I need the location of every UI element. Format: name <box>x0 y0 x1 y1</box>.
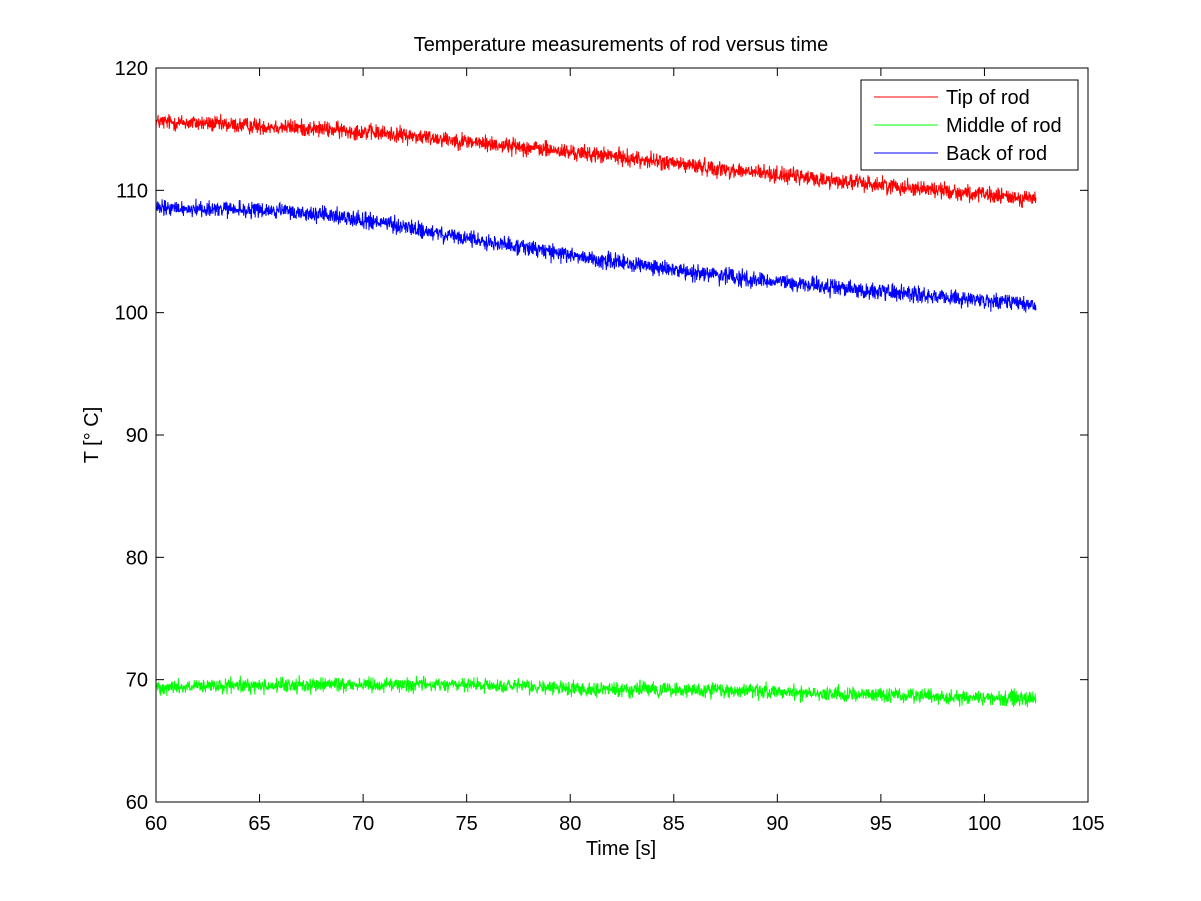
x-tick-label: 90 <box>766 813 788 835</box>
y-tick-label: 70 <box>126 670 148 692</box>
y-tick-label: 120 <box>115 58 148 80</box>
x-tick-label: 100 <box>968 813 1001 835</box>
x-tick-label: 80 <box>559 813 581 835</box>
series-line-tip-of-rod <box>155 113 1037 209</box>
y-tick-label: 80 <box>126 547 148 569</box>
x-tick-label: 65 <box>248 813 270 835</box>
x-axis-label: Time [s] <box>586 838 656 860</box>
y-tick-label: 100 <box>115 303 148 325</box>
y-tick-label: 90 <box>126 425 148 447</box>
y-tick-label: 110 <box>116 180 148 202</box>
x-tick-label: 70 <box>352 813 374 835</box>
chart-title: Temperature measurements of rod versus t… <box>414 34 829 56</box>
x-tick-label: 75 <box>456 813 478 835</box>
y-tick-label: 60 <box>126 792 148 814</box>
x-axis-ticks: 60 65 70 75 80 85 90 95 100 105 <box>145 68 1105 835</box>
series-layer <box>155 113 1037 708</box>
x-tick-label: 105 <box>1071 813 1104 835</box>
legend-label-tip: Tip of rod <box>946 87 1030 109</box>
y-axis-label: T [° C] <box>81 407 103 464</box>
legend-label-back: Back of rod <box>946 143 1047 165</box>
series-line-middle-of-rod <box>155 674 1037 708</box>
legend: Tip of rod Middle of rod Back of rod <box>860 79 1079 171</box>
x-tick-label: 60 <box>145 813 167 835</box>
legend-label-middle: Middle of rod <box>946 115 1062 137</box>
x-tick-label: 85 <box>663 813 685 835</box>
x-tick-label: 95 <box>870 813 892 835</box>
y-axis-ticks: 60 70 80 90 100 110 120 <box>115 58 1088 814</box>
series-line-back-of-rod <box>155 198 1037 313</box>
